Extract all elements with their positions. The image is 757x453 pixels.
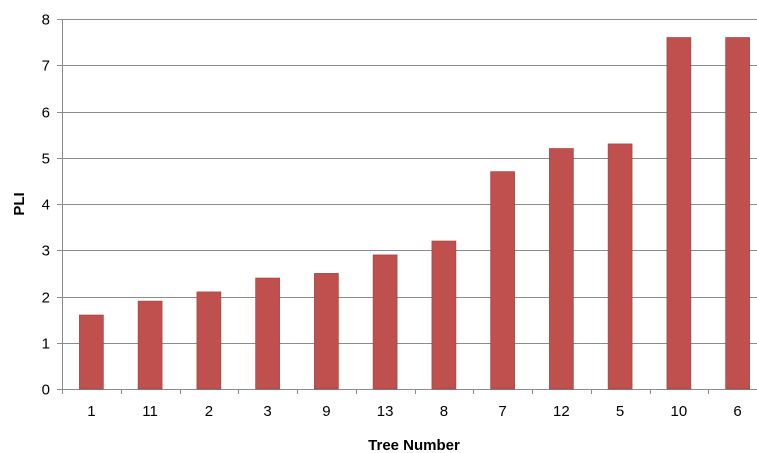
bar xyxy=(725,37,750,390)
bar xyxy=(137,300,163,390)
y-tick-label: 0 xyxy=(42,382,50,399)
x-axis-title: Tree Number xyxy=(368,437,460,453)
x-tick-label: 6 xyxy=(733,403,741,420)
y-tick-label: 5 xyxy=(42,151,50,168)
x-tick-label: 5 xyxy=(616,403,624,420)
y-tick-label: 3 xyxy=(42,243,50,260)
x-tick-label: 10 xyxy=(671,403,688,420)
x-tick-label: 11 xyxy=(142,403,158,420)
y-axis-title: PLI xyxy=(11,192,28,215)
bar xyxy=(666,37,692,390)
bar xyxy=(549,148,574,390)
bar xyxy=(490,171,515,390)
y-tick-label: 7 xyxy=(42,58,50,75)
y-tick-labels: 0 1 2 3 4 5 6 7 8 xyxy=(42,12,50,399)
bar xyxy=(314,273,339,390)
bar xyxy=(196,291,222,390)
gridlines xyxy=(62,19,757,344)
x-tick-labels: 1 11 2 3 9 13 8 7 12 5 10 6 xyxy=(87,403,742,420)
x-tick-label: 3 xyxy=(263,403,271,420)
bar xyxy=(372,254,398,390)
x-tick-label: 13 xyxy=(377,403,394,420)
bar xyxy=(79,314,104,390)
x-tick-label: 1 xyxy=(87,403,95,420)
x-tick-label: 8 xyxy=(440,403,448,420)
x-tick-label: 12 xyxy=(553,403,570,420)
x-tick-label: 9 xyxy=(322,403,330,420)
y-tick-label: 8 xyxy=(42,12,50,29)
y-tick-label: 6 xyxy=(42,105,50,122)
y-tick-label: 2 xyxy=(42,290,50,307)
bar xyxy=(255,277,280,390)
bar xyxy=(431,240,457,390)
x-tick-label: 2 xyxy=(205,403,213,420)
bars xyxy=(79,37,750,390)
axes xyxy=(57,19,757,394)
y-tick-label: 1 xyxy=(42,336,50,353)
x-tick-label: 7 xyxy=(498,403,506,420)
bar xyxy=(607,143,633,390)
y-tick-label: 4 xyxy=(42,197,50,214)
